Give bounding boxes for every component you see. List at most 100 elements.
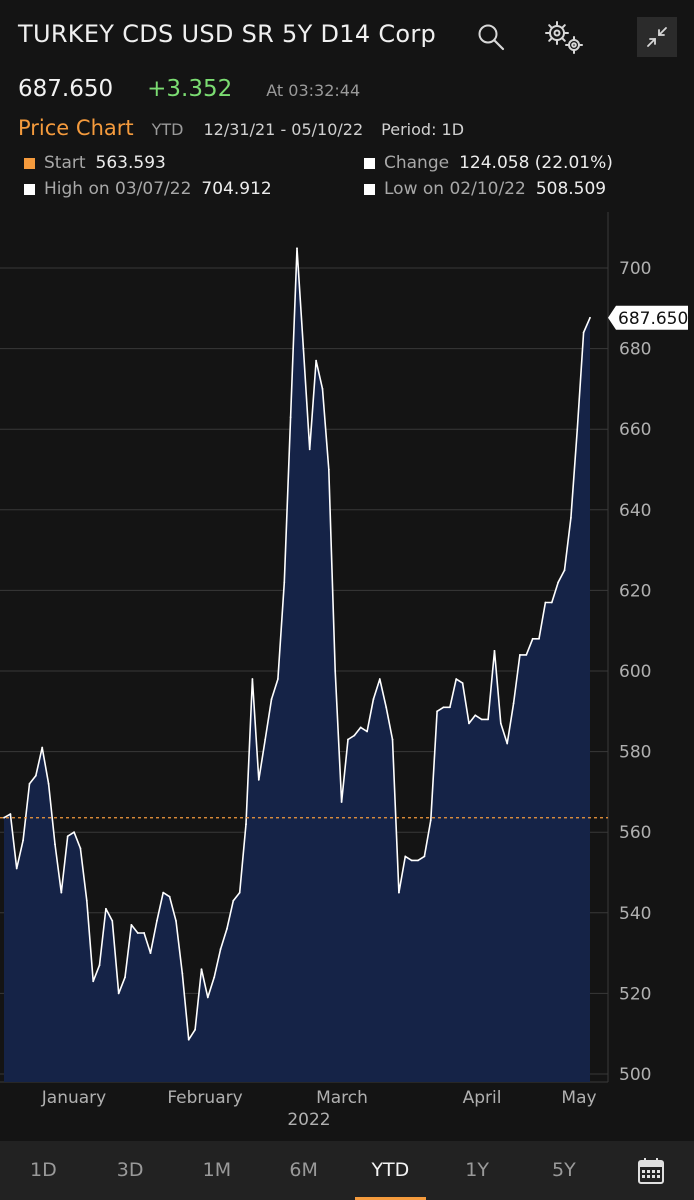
stat-change: Change 124.058 (22.01%) <box>364 153 613 173</box>
data-point <box>442 706 445 709</box>
data-point <box>334 670 337 672</box>
data-point <box>187 1038 190 1041</box>
data-point <box>372 698 375 701</box>
y-tick-label: 500 <box>619 1065 651 1085</box>
data-point <box>245 823 247 826</box>
tab-3d[interactable]: 3D <box>116 1159 144 1181</box>
chart-type-label[interactable]: Price Chart <box>18 116 134 140</box>
data-point <box>124 976 126 979</box>
range-tabs: 1D 3D 1M 6M YTD 1Y 5Y <box>0 1141 694 1200</box>
data-point <box>468 722 470 725</box>
x-axis-year-label: 2022 <box>287 1110 330 1130</box>
data-point <box>264 738 267 741</box>
data-point <box>327 468 330 471</box>
data-point <box>538 637 540 640</box>
change-swatch <box>364 157 375 169</box>
data-point <box>347 738 349 741</box>
data-point <box>168 895 171 898</box>
tab-ytd[interactable]: YTD <box>347 1141 434 1200</box>
data-point <box>550 601 553 604</box>
page-title: TURKEY CDS USD SR 5Y D14 Corp <box>18 20 437 48</box>
data-point <box>525 653 528 656</box>
stat-low: Low on 02/10/22 508.509 <box>364 179 606 199</box>
data-point <box>15 867 18 870</box>
range-label: YTD <box>151 120 184 139</box>
data-point <box>3 816 5 819</box>
data-point <box>270 698 273 701</box>
data-point <box>283 581 286 584</box>
calendar-icon[interactable] <box>607 1141 694 1200</box>
search-icon[interactable] <box>476 22 506 52</box>
data-point <box>85 899 88 902</box>
price-change: +3.352 <box>147 76 233 102</box>
data-point <box>563 569 566 572</box>
start-swatch <box>24 157 35 169</box>
tab-5y[interactable]: 5Y <box>552 1159 576 1181</box>
data-point <box>398 891 400 894</box>
y-tick-label: 560 <box>619 823 651 843</box>
data-point <box>296 247 298 250</box>
data-point <box>429 819 432 822</box>
data-point <box>136 932 139 934</box>
data-point <box>404 855 407 858</box>
data-point <box>544 601 547 604</box>
last-price: 687.650 <box>18 76 114 102</box>
y-tick-label: 680 <box>619 340 651 360</box>
data-point <box>28 782 31 785</box>
collapse-icon[interactable] <box>637 17 677 57</box>
data-point <box>506 742 509 745</box>
data-point <box>423 855 426 858</box>
tab-1m[interactable]: 1M <box>202 1159 232 1181</box>
data-point <box>353 734 356 737</box>
settings-icon[interactable] <box>544 20 586 56</box>
y-tick-label: 640 <box>619 501 651 521</box>
stat-label: Low on 02/10/22 <box>384 179 526 199</box>
y-tick-label: 620 <box>619 581 651 601</box>
tab-1y[interactable]: 1Y <box>465 1159 489 1181</box>
data-point <box>474 714 477 717</box>
x-tick-label: February <box>167 1088 242 1108</box>
x-tick-label: May <box>561 1088 596 1108</box>
data-point <box>569 516 572 519</box>
data-point <box>461 682 464 684</box>
y-tick-label: 540 <box>619 904 651 924</box>
data-point <box>9 813 12 815</box>
tab-6m[interactable]: 6M <box>289 1159 318 1181</box>
data-point <box>308 448 311 451</box>
data-point <box>73 831 75 834</box>
data-point <box>251 678 254 680</box>
data-point <box>34 774 37 777</box>
data-point <box>200 968 203 971</box>
data-point <box>589 316 591 319</box>
data-point <box>378 678 381 680</box>
stat-label: High on 03/07/22 <box>44 179 192 199</box>
stat-value: 508.509 <box>535 179 607 199</box>
data-point <box>276 678 279 680</box>
data-point <box>79 847 82 850</box>
data-point <box>149 952 152 954</box>
stat-start: Start 563.593 <box>24 153 166 173</box>
data-point <box>155 919 158 922</box>
y-tick-label: 660 <box>619 420 651 440</box>
price-chart[interactable]: 500 520 540 560 580 600 620 640 660 680 700 687.650… <box>0 212 694 1137</box>
data-point <box>143 932 146 934</box>
tab-1d[interactable]: 1D <box>30 1159 57 1181</box>
data-point <box>47 782 50 785</box>
y-tick-label: 600 <box>619 662 651 682</box>
x-tick-label: January <box>41 1088 106 1108</box>
data-point <box>226 928 228 930</box>
data-point <box>232 899 235 902</box>
data-point <box>410 859 413 862</box>
y-tick-label: 580 <box>619 743 651 763</box>
data-point <box>54 843 56 846</box>
low-swatch <box>364 183 375 195</box>
data-point <box>41 746 44 749</box>
data-point <box>340 801 343 803</box>
data-point <box>302 347 305 350</box>
last-price-label: 687.650 <box>618 309 688 329</box>
data-point <box>130 923 133 926</box>
data-point <box>519 653 521 656</box>
data-point <box>238 891 241 894</box>
data-point <box>315 359 318 362</box>
data-point <box>576 428 579 431</box>
